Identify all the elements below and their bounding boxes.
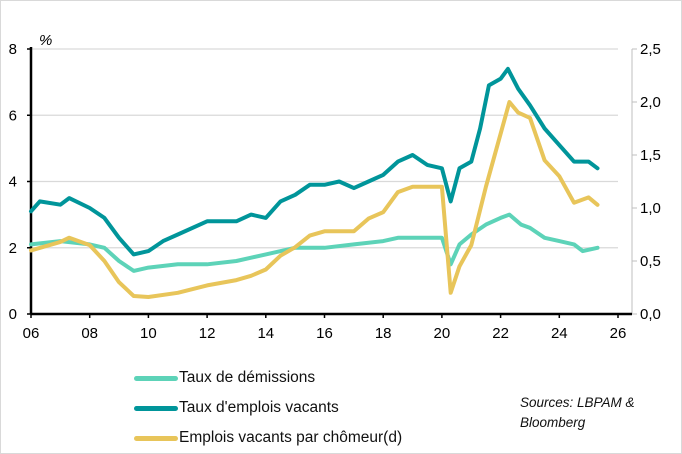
x-tick-label: 06 [23, 325, 40, 342]
legend-item-vacancies-per-unemployed: Emplois vacants par chômeur(d) [134, 429, 402, 447]
series-vacancies-per-unemployed [29, 100, 600, 299]
y-right-tick-label: 1,5 [640, 147, 661, 164]
y-left-tick-label: 4 [9, 174, 17, 191]
legend-item-vacancy-rate: Taux d'emplois vacants [134, 399, 339, 417]
source-line: Sources: LBPAM & [520, 395, 635, 410]
y-left-tick-label: 6 [9, 107, 17, 124]
x-tick-label: 26 [610, 325, 627, 342]
x-tick-label: 08 [81, 325, 98, 342]
x-tick-label: 10 [140, 325, 157, 342]
x-tick-label: 16 [316, 325, 333, 342]
source-line: Bloomberg [520, 415, 586, 430]
y-right-tick-label: 2,0 [640, 94, 661, 111]
legend-label: Taux de démissions [179, 369, 316, 386]
y-left-tick-label: 0 [9, 306, 17, 323]
x-tick-label: 22 [492, 325, 509, 342]
y-right-tick-label: 2,5 [640, 41, 661, 58]
y-left-unit: % [39, 32, 52, 49]
x-tick-label: 20 [434, 325, 451, 342]
source-note: Sources: LBPAM & Bloomberg [520, 393, 635, 433]
x-tick-label: 14 [257, 325, 274, 342]
y-right-tick-label: 0,5 [640, 253, 661, 270]
y-right-tick-label: 0,0 [640, 306, 661, 323]
series-job-vacancy-rate [29, 66, 600, 257]
legend-swatch [134, 435, 178, 441]
legend-swatch [134, 375, 178, 381]
legend-label: Taux d'emplois vacants [179, 399, 339, 416]
x-tick-label: 18 [375, 325, 392, 342]
series-quits-rate [29, 212, 600, 273]
y-right-tick-label: 1,0 [640, 200, 661, 217]
x-tick-label: 12 [199, 325, 216, 342]
y-left-tick-label: 2 [9, 240, 17, 257]
legend-swatch [134, 405, 178, 411]
legend-label: Emplois vacants par chômeur(d) [179, 429, 403, 446]
legend-item-quits: Taux de démissions [134, 369, 315, 387]
x-tick-label: 24 [551, 325, 568, 342]
y-left-tick-label: 8 [9, 41, 17, 58]
